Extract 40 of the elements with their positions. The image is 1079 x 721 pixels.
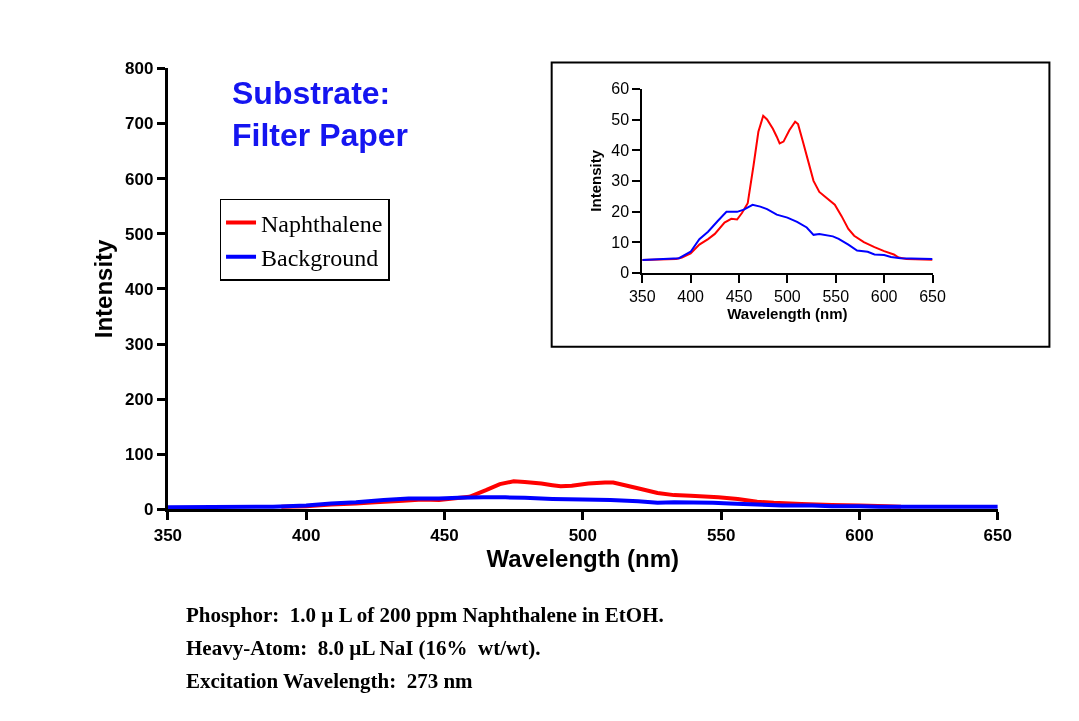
legend-label: Naphthalene — [261, 210, 383, 237]
x-tick-label: 450 — [725, 288, 753, 306]
x-axis-title: Wavelength (nm) — [727, 305, 848, 323]
y-axis-title: Intensity — [587, 149, 605, 212]
x-tick-label: 650 — [983, 525, 1012, 545]
x-tick-label: 500 — [568, 525, 598, 545]
x-tick-label: 550 — [706, 525, 736, 545]
y-tick-label: 60 — [611, 80, 630, 98]
y-axis-title: Intensity — [90, 238, 118, 339]
y-tick-label: 0 — [144, 500, 154, 520]
x-tick-label: 600 — [845, 525, 874, 545]
x-tick-label: 400 — [292, 525, 321, 545]
text: Excitation Wavelength: 273 nm — [186, 669, 474, 693]
y-tick-label: 40 — [611, 141, 630, 159]
x-tick-label: 350 — [153, 525, 183, 545]
x-tick-label: 350 — [628, 288, 656, 306]
legend-label: Background — [261, 245, 379, 272]
x-tick-label: 600 — [870, 288, 898, 306]
y-tick-label: 10 — [611, 233, 630, 251]
x-tick-label: 550 — [822, 288, 850, 306]
y-tick-label: 20 — [611, 203, 630, 221]
y-tick-label: 700 — [125, 114, 154, 134]
y-tick-label: 500 — [125, 224, 154, 244]
x-tick-label: 400 — [677, 288, 705, 306]
y-tick-label: 600 — [125, 169, 154, 189]
y-tick-label: 300 — [125, 335, 154, 354]
text: Substrate: Filter Paper — [232, 75, 409, 153]
y-tick-label: 0 — [620, 264, 630, 282]
line-series — [642, 203, 933, 261]
text: Phosphor: 1.0 µ L of 200 ppm Naphthalene in EtOH. — [186, 603, 664, 627]
x-tick-label: 450 — [430, 525, 459, 545]
x-tick-label: 500 — [774, 288, 801, 306]
y-tick-label: 30 — [611, 172, 630, 190]
text: Heavy-Atom: 8.0 µL NaI (16% wt/wt). — [186, 636, 541, 660]
y-tick-label: 50 — [611, 111, 630, 129]
y-tick-label: 200 — [125, 390, 154, 410]
y-tick-label: 800 — [125, 59, 154, 79]
x-tick-label: 650 — [919, 288, 946, 306]
x-axis-title: Wavelength (nm) — [486, 544, 680, 572]
y-tick-label: 100 — [125, 445, 154, 465]
